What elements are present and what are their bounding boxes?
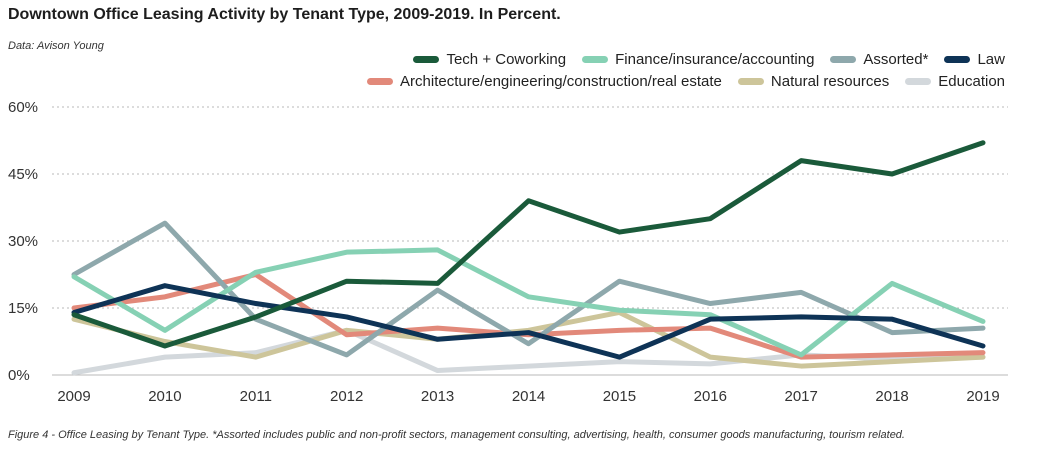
legend-swatch	[905, 78, 932, 85]
x-tick-label: 2012	[330, 388, 363, 405]
x-tick-label: 2015	[603, 388, 636, 405]
legend-label: Finance/insurance/accounting	[615, 51, 815, 68]
x-tick-label: 2014	[512, 388, 545, 405]
legend-swatch	[413, 56, 440, 63]
series-line-finance-insurance-accounting	[71, 247, 986, 358]
legend-item-architecture-engineering-construction-real-estate: Architecture/engineering/construction/re…	[367, 73, 722, 90]
series-line-law	[71, 283, 986, 360]
x-tick-label: 2019	[966, 388, 999, 405]
series-line-tech-coworking	[71, 140, 986, 349]
y-tick-label: 30%	[8, 233, 38, 250]
legend-label: Law	[977, 51, 1005, 68]
x-tick-label: 2010	[148, 388, 181, 405]
legend-row-2: Architecture/engineering/construction/re…	[367, 73, 1005, 90]
legend-row-1: Tech + Coworking Finance/insurance/accoun…	[413, 51, 1005, 68]
data-source: Data: Avison Young	[8, 40, 104, 52]
legend-label: Natural resources	[770, 73, 890, 90]
x-tick-label: 2013	[421, 388, 454, 405]
legend-swatch	[944, 56, 971, 63]
y-tick-label: 15%	[8, 300, 38, 317]
legend-swatch	[367, 78, 394, 85]
legend-item-law: Law	[944, 51, 1005, 68]
legend-item-assorted: Assorted*	[830, 51, 928, 68]
x-tick-label: 2017	[785, 388, 818, 405]
legend-item-natural-resources: Natural resources	[737, 73, 890, 90]
chart-title: Downtown Office Leasing Activity by Tena…	[8, 6, 561, 23]
legend-item-tech-coworking: Tech + Coworking	[413, 51, 566, 68]
legend-label: Tech + Coworking	[446, 51, 567, 68]
legend-swatch	[582, 56, 609, 63]
legend-swatch	[737, 78, 764, 85]
legend-swatch	[830, 56, 857, 63]
x-tick-label: 2011	[240, 388, 272, 405]
legend-item-finance-insurance-accounting: Finance/insurance/accounting	[582, 51, 814, 68]
x-tick-label: 2018	[875, 388, 908, 405]
y-tick-label: 45%	[8, 166, 38, 183]
x-tick-label: 2016	[694, 388, 727, 405]
legend-label: Education	[938, 73, 1005, 90]
series-line-assorted	[71, 220, 986, 358]
x-tick-label: 2009	[57, 388, 90, 405]
legend-label: Architecture/engineering/construction/re…	[400, 73, 722, 90]
y-tick-label: 60%	[8, 99, 38, 116]
legend-item-education: Education	[905, 73, 1005, 90]
legend-label: Assorted*	[863, 51, 929, 68]
y-tick-label: 0%	[8, 367, 30, 384]
figure-caption: Figure 4 - Office Leasing by Tenant Type…	[8, 429, 905, 441]
